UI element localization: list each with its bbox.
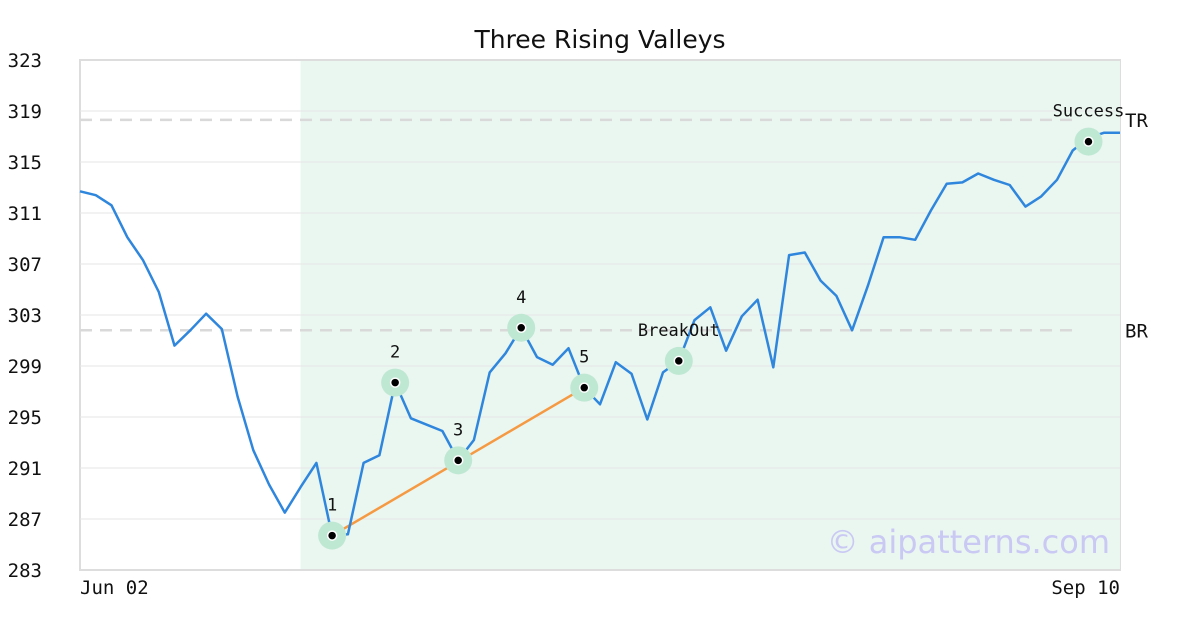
point-marker xyxy=(673,355,685,367)
price-series-line xyxy=(79,131,1120,537)
y-tick-label: 323 xyxy=(8,50,42,72)
point-label: BreakOut xyxy=(638,321,720,341)
point-marker xyxy=(515,322,527,333)
level-label: BR xyxy=(1125,320,1148,342)
y-axis: 283 287 291 295 299 303 307 311 315 319 323 xyxy=(8,50,42,582)
point-label: 1 xyxy=(327,496,337,516)
point-label: 5 xyxy=(579,348,589,368)
pattern-points: 1 2 3 4 5 BreakOut Success xyxy=(318,102,1124,550)
point-label: 3 xyxy=(453,420,463,440)
y-tick-label: 315 xyxy=(8,152,42,174)
point-label: 4 xyxy=(516,288,526,308)
y-tick-label: 311 xyxy=(8,203,42,225)
point-marker xyxy=(578,382,590,393)
y-tick-label: 291 xyxy=(8,458,42,480)
point-marker xyxy=(389,377,401,388)
y-tick-label: 319 xyxy=(8,101,42,123)
point-marker xyxy=(1083,136,1094,147)
chart-title: Three Rising Valleys xyxy=(473,25,725,54)
y-tick-label: 295 xyxy=(8,407,42,429)
y-tick-label: 283 xyxy=(8,560,42,582)
point-marker xyxy=(452,455,464,466)
x-tick-end: Sep 10 xyxy=(1051,577,1120,599)
x-tick-start: Jun 02 xyxy=(80,577,149,599)
grid xyxy=(80,110,1120,520)
y-tick-label: 303 xyxy=(8,305,42,327)
y-tick-label: 287 xyxy=(8,509,42,531)
watermark: © aipatterns.com xyxy=(827,523,1110,561)
level-lines: TR BR xyxy=(80,110,1148,342)
y-tick-label: 307 xyxy=(8,254,42,276)
point-marker xyxy=(326,530,338,541)
y-tick-label: 299 xyxy=(8,356,42,378)
point-label: Success xyxy=(1053,102,1125,122)
point-label: 2 xyxy=(390,343,400,363)
level-label: TR xyxy=(1125,110,1148,132)
